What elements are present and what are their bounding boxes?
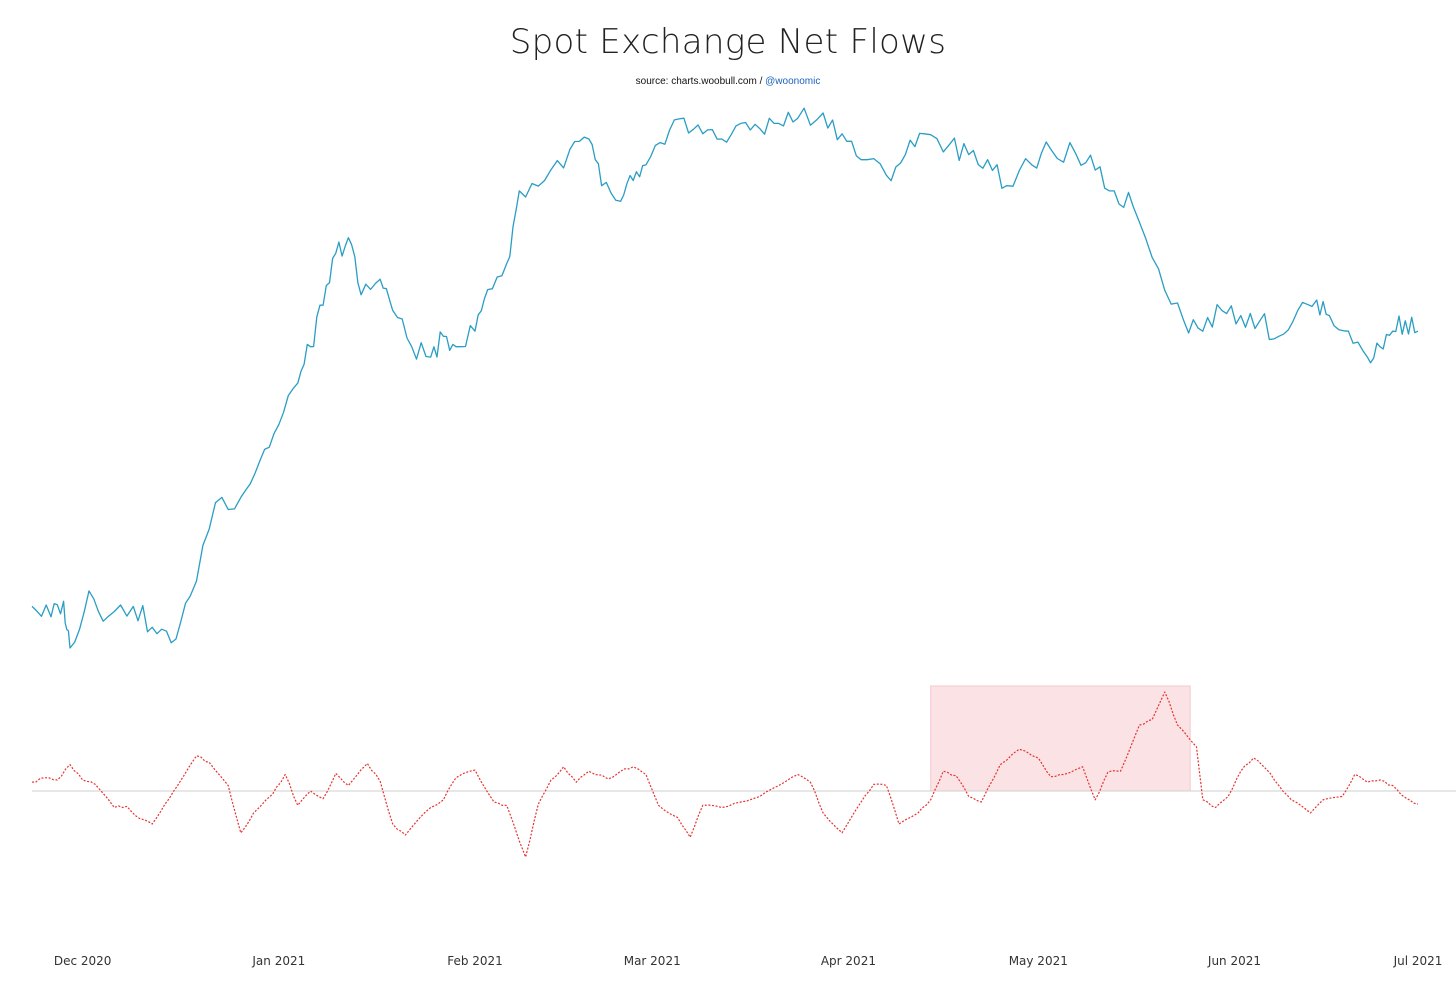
highlight-layer — [930, 685, 1191, 792]
subtitle-source: source: charts.woobull.com / — [635, 76, 763, 87]
x-tick-label: Apr 2021 — [821, 954, 876, 968]
chart-title: Spot Exchange Net Flows — [509, 22, 947, 62]
series-line-dotted — [31, 691, 1419, 858]
subtitle-handle-link[interactable]: @woonomic — [765, 76, 821, 87]
x-tick-label: Dec 2020 — [54, 954, 112, 968]
x-axis: Dec 2020 Jan 2021 Feb 2021 Mar 2021 Apr 2021… — [54, 954, 1443, 968]
series-layer — [31, 107, 1419, 858]
x-tick-label: Feb 2021 — [447, 954, 503, 968]
x-tick-label: May 2021 — [1009, 954, 1068, 968]
x-tick-label: Mar 2021 — [624, 954, 681, 968]
chart-subtitle: source: charts.woobull.com / @woonomic — [0, 76, 1456, 87]
series-line-solid — [31, 107, 1419, 649]
highlight-band — [930, 685, 1191, 792]
x-tick-label: Jan 2021 — [251, 954, 305, 968]
x-tick-label: Jul 2021 — [1393, 954, 1443, 968]
x-tick-label: Jun 2021 — [1207, 954, 1261, 968]
